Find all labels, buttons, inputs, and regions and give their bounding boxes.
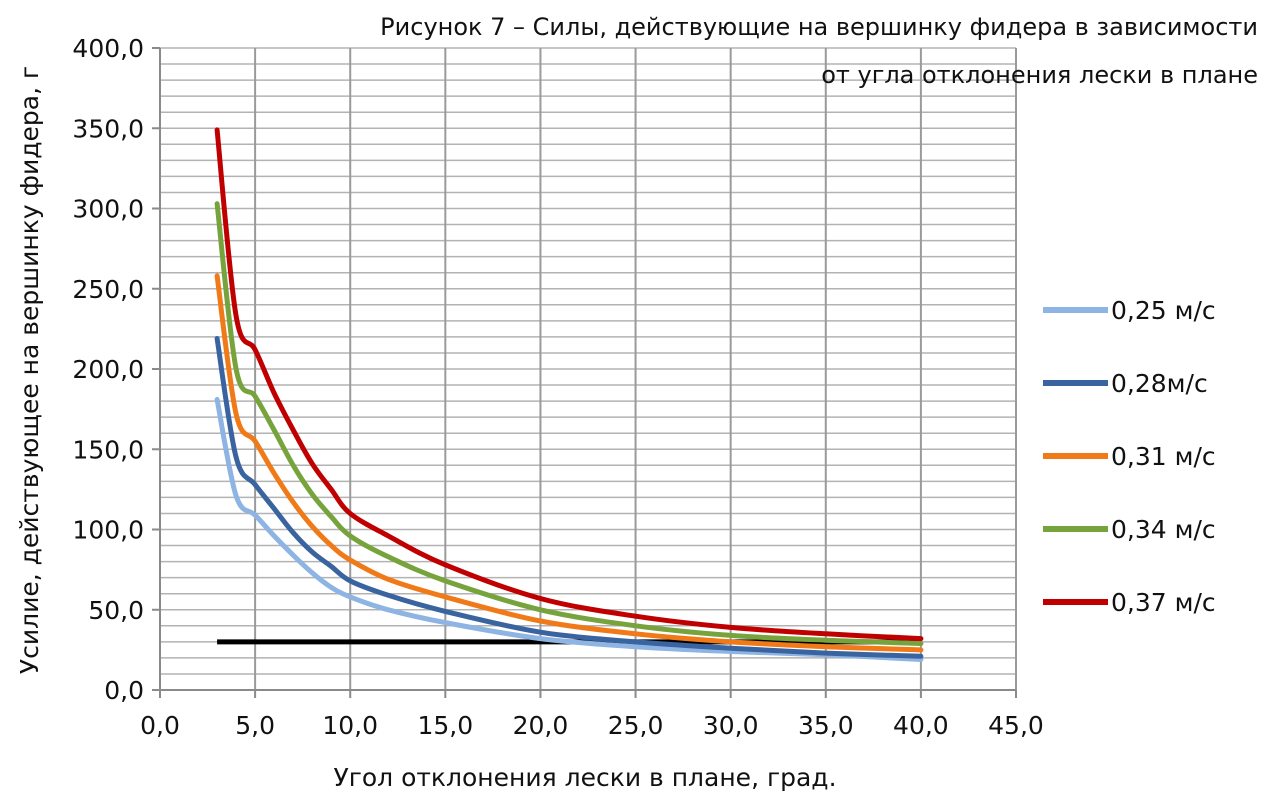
series-line-5 bbox=[214, 127, 924, 642]
x-tick-label: 40,0 bbox=[893, 711, 949, 740]
series-line-2 bbox=[214, 336, 924, 659]
chart-title-line2: от угла отклонения лески в плане bbox=[821, 61, 1258, 89]
x-tick-labels: 0,0 5,0 10,0 15,0 20,0 25,0 30,0 35,0 40,0 45,0 bbox=[140, 711, 1044, 740]
y-tick-label: 350,0 bbox=[72, 114, 144, 143]
axes bbox=[152, 47, 1017, 698]
y-tick-label: 0,0 bbox=[104, 676, 144, 705]
legend-label-5: 0,37 м/с bbox=[1111, 588, 1216, 617]
x-tick-label: 20,0 bbox=[513, 711, 569, 740]
legend-label-3: 0,31 м/с bbox=[1111, 442, 1216, 471]
chart-title-line1: Рисунок 7 – Силы, действующие на вершинк… bbox=[380, 13, 1258, 41]
legend-label-4: 0,34 м/с bbox=[1111, 515, 1216, 544]
x-tick-label: 30,0 bbox=[703, 711, 759, 740]
y-axis-label: Усилие, действующее на вершинку фидера, … bbox=[15, 66, 44, 674]
x-axis-label: Угол отклонения лески в плане, град. bbox=[333, 763, 836, 792]
series-line-1 bbox=[214, 397, 924, 662]
y-tick-label: 100,0 bbox=[72, 516, 144, 545]
y-tick-label: 200,0 bbox=[72, 355, 144, 384]
x-tick-label: 10,0 bbox=[322, 711, 378, 740]
x-tick-label: 35,0 bbox=[798, 711, 854, 740]
legend: 0,25 м/с 0,28м/с 0,31 м/с 0,34 м/с 0,37 м/с bbox=[1043, 296, 1216, 617]
series-lines bbox=[214, 127, 924, 662]
x-tick-label: 25,0 bbox=[608, 711, 664, 740]
x-tick-label: 5,0 bbox=[235, 711, 275, 740]
x-tick-label: 15,0 bbox=[417, 711, 473, 740]
legend-label-2: 0,28м/с bbox=[1111, 369, 1208, 398]
y-tick-label: 50,0 bbox=[88, 596, 144, 625]
x-tick-label: 45,0 bbox=[988, 711, 1044, 740]
series-line-3 bbox=[214, 273, 924, 653]
series-line-4 bbox=[214, 201, 924, 646]
y-tick-label: 250,0 bbox=[72, 275, 144, 304]
y-tick-labels: 0,0 50,0 100,0 150,0 200,0 250,0 300,0 350,0 400… bbox=[72, 34, 144, 705]
y-tick-label: 300,0 bbox=[72, 195, 144, 224]
x-tick-label: 0,0 bbox=[140, 711, 180, 740]
grid bbox=[160, 47, 1017, 691]
y-tick-label: 150,0 bbox=[72, 435, 144, 464]
y-tick-label: 400,0 bbox=[72, 34, 144, 63]
legend-label-1: 0,25 м/с bbox=[1111, 296, 1216, 325]
